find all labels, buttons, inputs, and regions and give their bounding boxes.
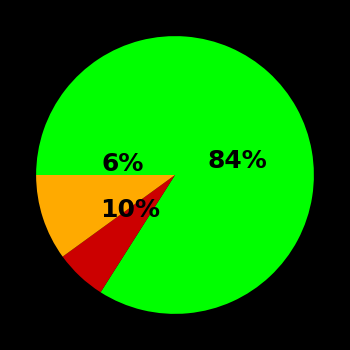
Wedge shape bbox=[36, 175, 175, 257]
Wedge shape bbox=[36, 36, 314, 314]
Text: 6%: 6% bbox=[101, 152, 144, 176]
Wedge shape bbox=[63, 175, 175, 292]
Text: 10%: 10% bbox=[100, 198, 161, 222]
Text: 84%: 84% bbox=[208, 149, 267, 173]
